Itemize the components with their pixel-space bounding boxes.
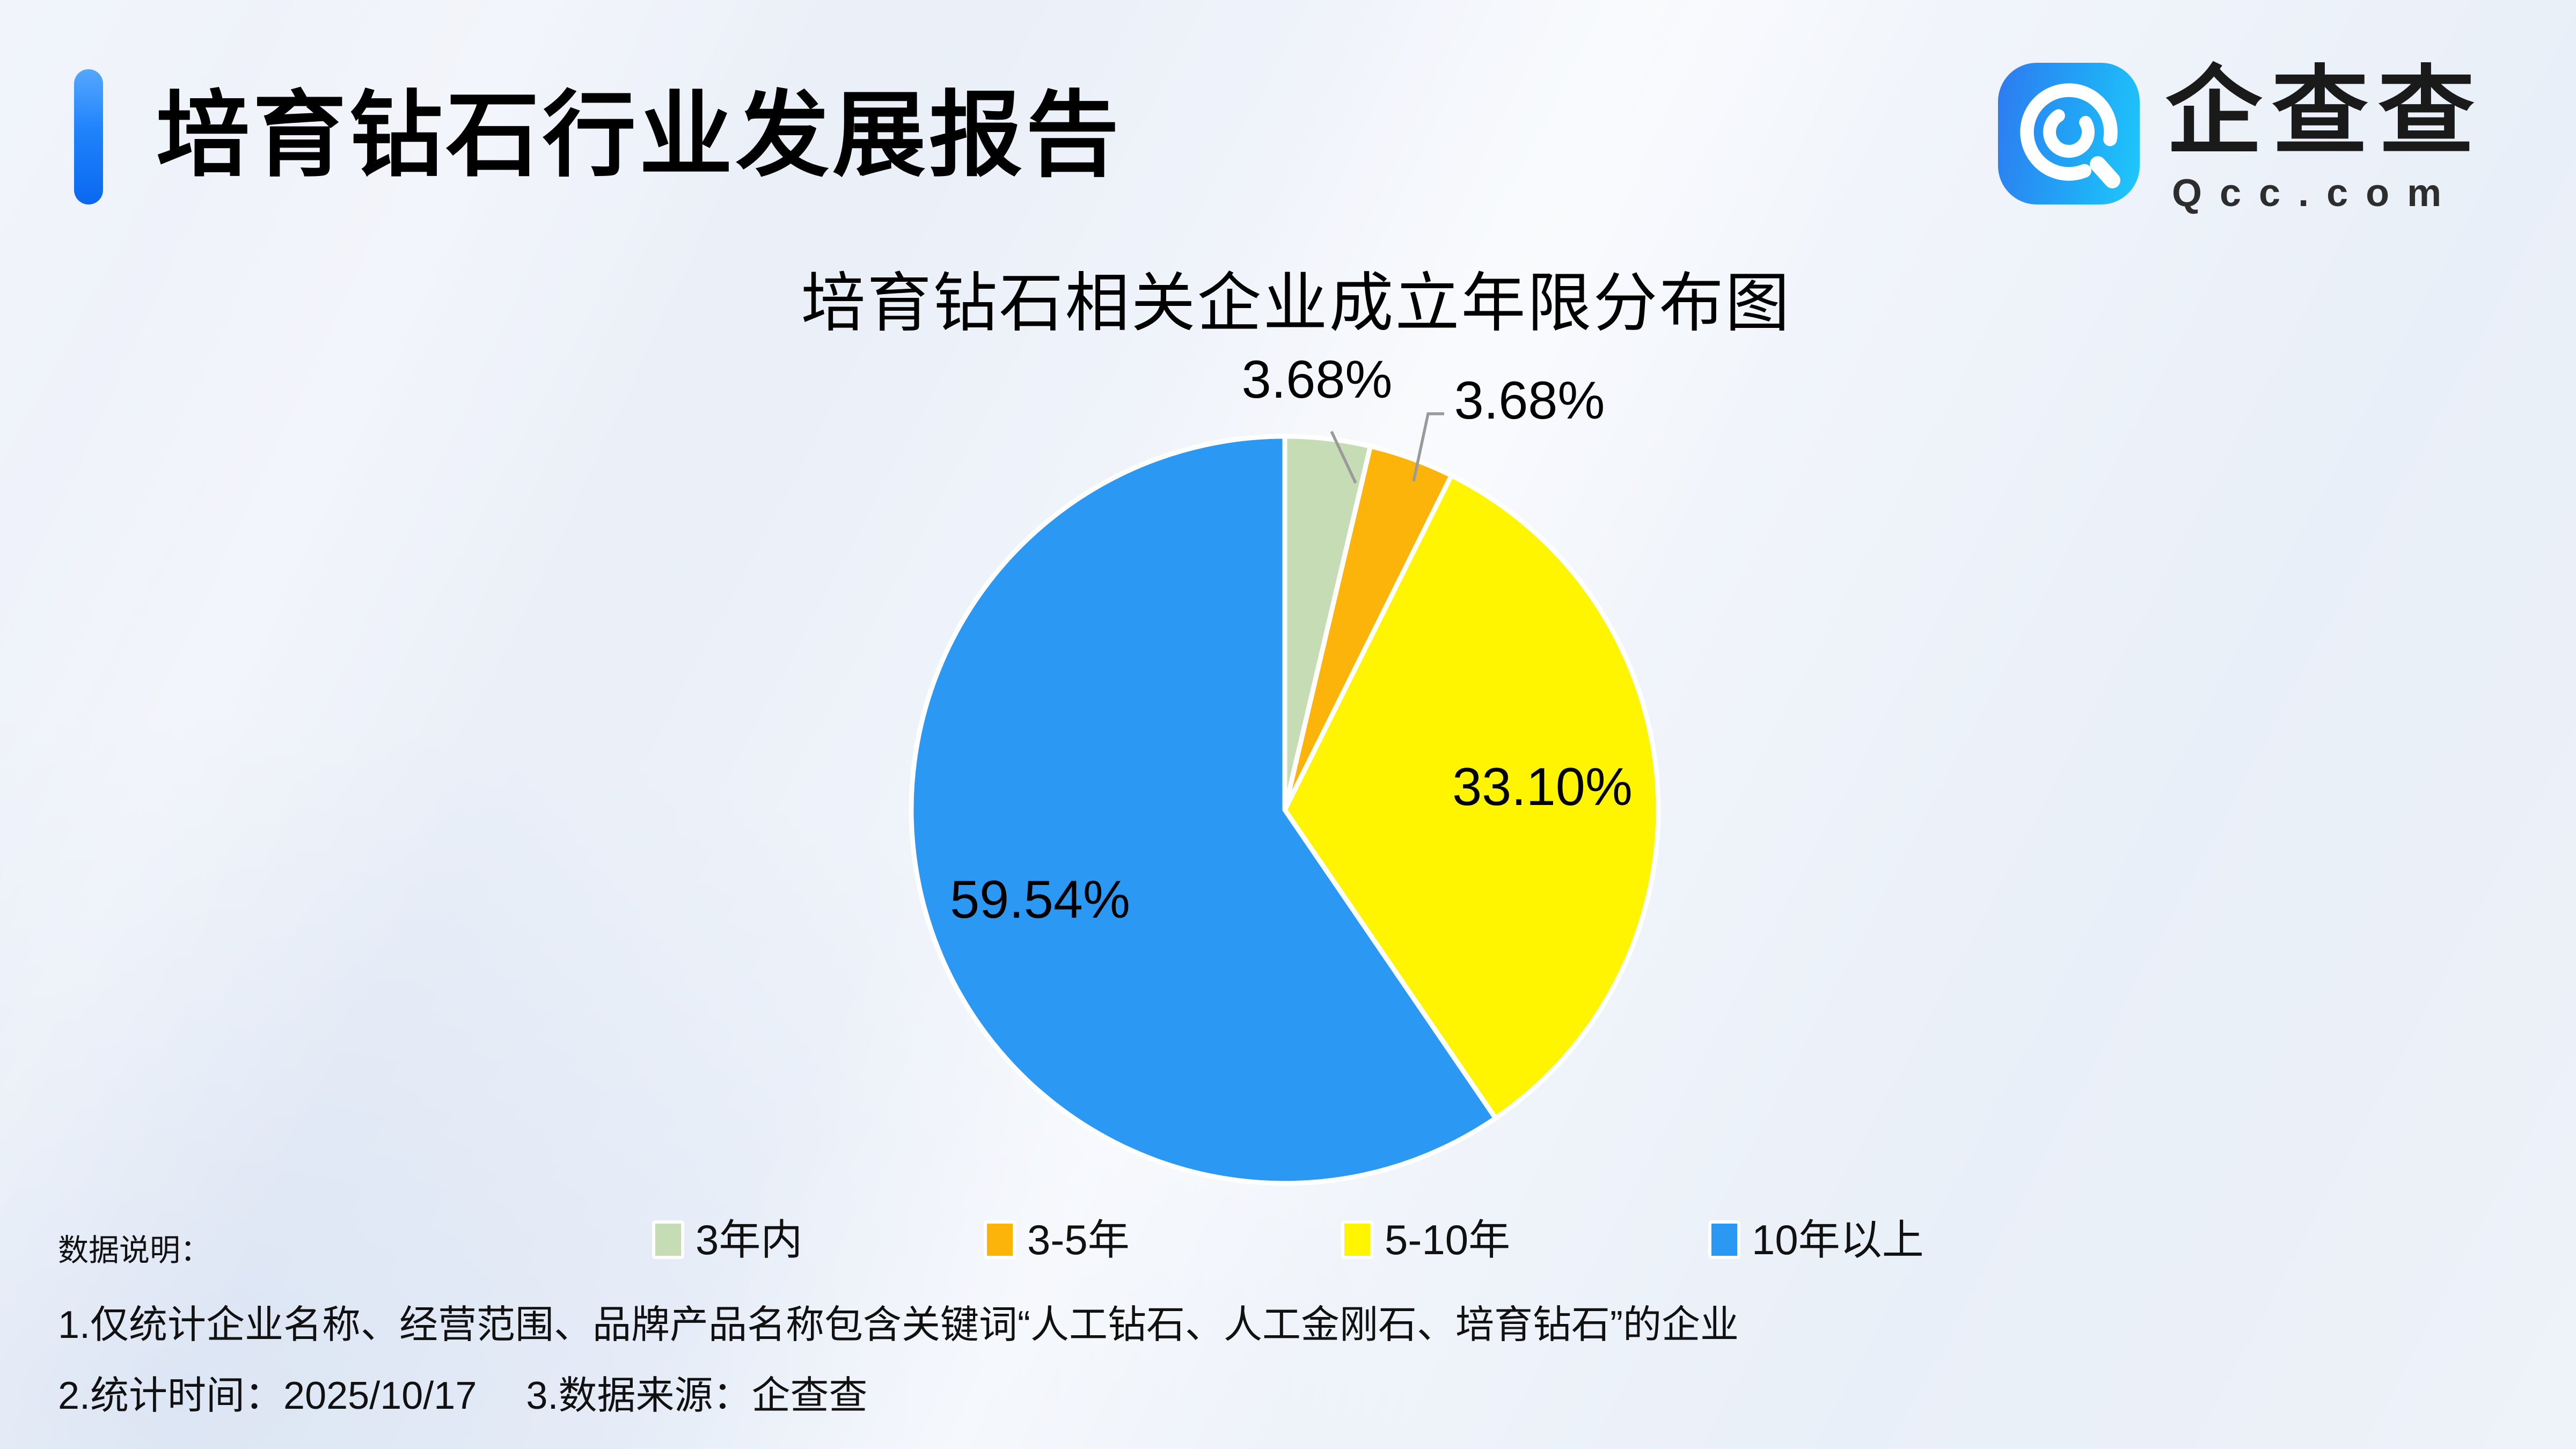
pie-chart xyxy=(898,423,1671,1196)
page-title: 培育钻石行业发展报告 xyxy=(156,84,1123,188)
legend-swatch-3y xyxy=(652,1220,684,1259)
report-header: 培育钻石行业发展报告 xyxy=(0,69,2576,204)
legend-swatch-5-10y xyxy=(1341,1220,1373,1259)
title-accent-bar xyxy=(74,69,103,204)
pie-slice-2 xyxy=(1282,473,1661,1121)
pie-label-3-5y: 3.68% xyxy=(1454,370,1605,430)
legend-item-3-5y: 3-5年 xyxy=(984,1216,1130,1264)
chart-title: 培育钻石相关企业成立年限分布图 xyxy=(801,269,1791,340)
qcc-logo-name: 企查查 xyxy=(2165,58,2484,166)
note-line-2: 2.统计时间：2025/10/17 3.数据来源：企查查 xyxy=(58,1375,868,1418)
pie-svg xyxy=(909,434,1661,1186)
legend-label-10y-plus: 10年以上 xyxy=(1752,1216,1924,1264)
legend-label-3y: 3年内 xyxy=(696,1216,803,1264)
legend-item-10y-plus: 10年以上 xyxy=(1708,1216,1924,1264)
pie-label-10y-plus: 59.54% xyxy=(950,869,1130,929)
notes-heading: 数据说明： xyxy=(58,1235,211,1269)
legend-item-3y: 3年内 xyxy=(652,1216,803,1264)
legend-swatch-10y-plus xyxy=(1708,1220,1740,1259)
qcc-logo-tile xyxy=(1998,63,2140,204)
pie-slice-3 xyxy=(909,434,1498,1186)
note-line-1: 1.仅统计企业名称、经营范围、品牌产品名称包含关键词“人工钻石、人工金刚石、培育… xyxy=(58,1304,1739,1348)
qcc-logo-domain: Qcc.com xyxy=(2172,172,2460,216)
legend-label-5-10y: 5-10年 xyxy=(1385,1216,1511,1264)
legend-item-5-10y: 5-10年 xyxy=(1341,1216,1511,1264)
legend-label-3-5y: 3-5年 xyxy=(1027,1216,1130,1264)
qcc-spiral-q-icon xyxy=(2020,83,2120,188)
pie-label-3y: 3.68% xyxy=(1241,349,1393,409)
legend-swatch-3-5y xyxy=(984,1220,1016,1259)
pie-label-5-10y: 33.10% xyxy=(1452,757,1633,816)
